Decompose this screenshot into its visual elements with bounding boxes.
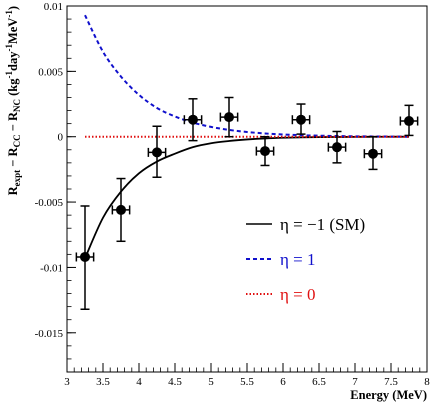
data-point bbox=[296, 114, 306, 125]
y-tick-label: -0.015 bbox=[35, 328, 64, 340]
legend-label: η = −1 (SM) bbox=[280, 215, 365, 234]
y-axis-label-superscript: -1 bbox=[4, 71, 14, 79]
y-axis-label-subscript: expt bbox=[12, 170, 22, 187]
y-axis-label-part: ) bbox=[6, 6, 20, 10]
y-tick-label: -0.005 bbox=[35, 197, 64, 209]
data-point bbox=[368, 148, 378, 159]
data-point bbox=[260, 146, 270, 157]
x-tick-label: 6 bbox=[280, 376, 286, 388]
y-axis-label-superscript: -1 bbox=[4, 44, 14, 52]
legend-label: η = 0 bbox=[280, 285, 315, 304]
y-axis-label-part: − R bbox=[6, 146, 20, 169]
x-tick-label: 7.5 bbox=[384, 376, 398, 388]
data-point bbox=[152, 147, 162, 158]
x-tick-label: 3 bbox=[64, 376, 70, 388]
y-tick-label: -0.01 bbox=[40, 262, 63, 274]
y-axis-label-part: R bbox=[6, 185, 20, 195]
y-axis-label-part: day bbox=[6, 51, 20, 71]
y-tick-label: 0 bbox=[58, 132, 64, 144]
data-point bbox=[80, 251, 90, 262]
y-tick-label: 0.01 bbox=[44, 1, 63, 13]
data-point bbox=[224, 112, 234, 123]
x-tick-label: 4 bbox=[136, 376, 142, 388]
x-tick-label: 5 bbox=[208, 376, 214, 388]
data-point bbox=[332, 142, 342, 153]
x-tick-label: 8 bbox=[424, 376, 430, 388]
y-axis-label-part: (kg bbox=[6, 78, 20, 99]
y-axis-label-superscript: -1 bbox=[4, 10, 14, 18]
x-tick-label: 4.5 bbox=[168, 376, 182, 388]
x-tick-label: 6.5 bbox=[312, 376, 326, 388]
data-point bbox=[404, 116, 414, 127]
x-axis-label: Energy (MeV) bbox=[350, 388, 427, 402]
x-tick-label: 3.5 bbox=[96, 376, 110, 388]
x-tick-label: 7 bbox=[352, 376, 358, 388]
y-axis-label-part: − R bbox=[6, 111, 20, 134]
legend-label: η = 1 bbox=[280, 250, 315, 269]
data-point bbox=[188, 114, 198, 125]
data-point bbox=[116, 204, 126, 215]
y-axis-label: Rexpt​ − RCC​ − RNC​ (kg-1​day-1​MeV-1​) bbox=[4, 6, 22, 195]
x-tick-label: 5.5 bbox=[240, 376, 254, 388]
y-axis-label-subscript: NC bbox=[12, 99, 22, 112]
y-tick-label: 0.005 bbox=[38, 66, 63, 78]
y-axis-label-part: MeV bbox=[6, 18, 20, 44]
curve-dashed bbox=[84, 14, 410, 138]
y-axis-label-subscript: CC bbox=[12, 134, 22, 147]
